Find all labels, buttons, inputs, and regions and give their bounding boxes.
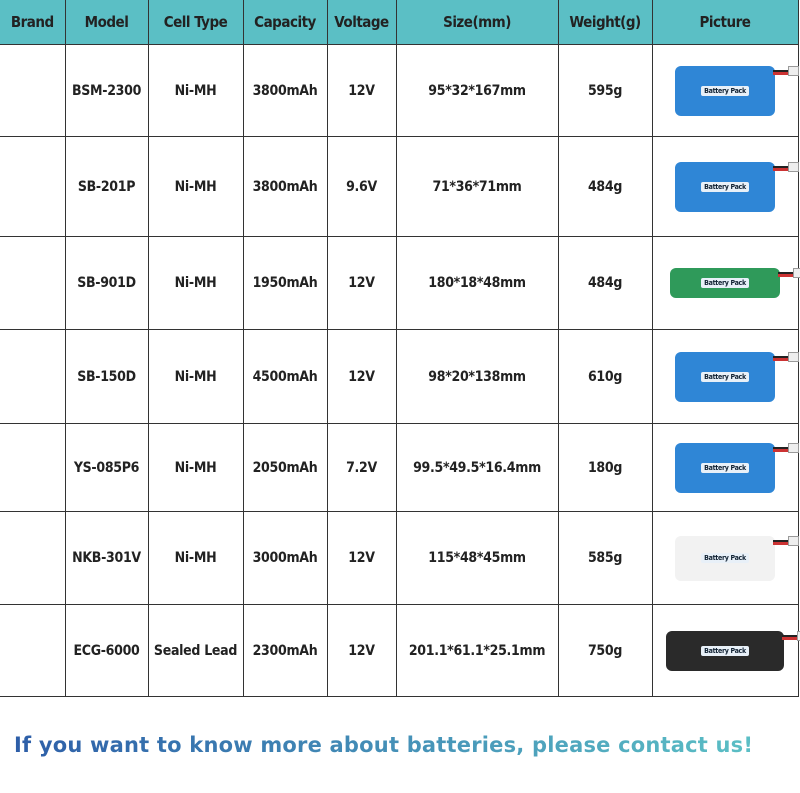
sealed-lead-battery-icon: Battery Pack xyxy=(666,630,800,671)
cell-model: BSM-2300 xyxy=(64,44,149,137)
cell-voltage: 7.2V xyxy=(326,423,397,512)
blue-battery-pack-icon: Battery Pack xyxy=(675,65,799,116)
battery-label: Battery Pack xyxy=(701,553,749,563)
column-header: Cell Type xyxy=(147,0,244,45)
cell-cell: Ni-MH xyxy=(147,329,244,424)
table-row: SB-901D Ni-MH 1950mAh 12V 180*18*48mm 484g Bat… xyxy=(0,236,800,330)
cell-picture: Battery Pack xyxy=(651,423,799,512)
blue-battery-pack-icon: Battery Pack xyxy=(675,442,799,493)
cell-capacity: 3800mAh xyxy=(242,44,328,137)
cell-model: NKB-301V xyxy=(64,511,149,605)
cell-cell: Ni-MH xyxy=(147,44,244,137)
blue-battery-pack-icon: Battery Pack xyxy=(675,351,799,402)
cell-voltage: 12V xyxy=(326,236,397,330)
table-row: SB-201P Ni-MH 3800mAh 9.6V 71*36*71mm 484g Bat… xyxy=(0,136,799,237)
table-row: SB-150D Ni-MH 4500mAh 12V 98*20*138mm 610g Bat… xyxy=(0,329,799,424)
cell-picture: Battery Pack xyxy=(651,511,799,605)
cell-capacity: 4500mAh xyxy=(242,329,328,424)
white-battery-pack-icon: Battery Pack xyxy=(675,535,799,581)
green-stick-battery-icon: Battery Pack xyxy=(670,268,800,298)
cell-brand xyxy=(0,511,66,605)
cell-brand xyxy=(0,136,66,237)
cell-capacity: 2050mAh xyxy=(242,423,328,512)
column-header: Brand xyxy=(0,0,66,45)
cell-voltage: 12V xyxy=(326,44,397,137)
header-row: Brand Model Cell Type Capacity Voltage Size(m… xyxy=(0,0,799,45)
cell-capacity: 3000mAh xyxy=(242,511,328,605)
cell-brand xyxy=(0,329,66,424)
cell-model: SB-150D xyxy=(64,329,149,424)
cell-cell: Ni-MH xyxy=(147,511,244,605)
table-row: NKB-301V Ni-MH 3000mAh 12V 115*48*45mm 585g Ba… xyxy=(0,511,799,605)
cell-voltage: 12V xyxy=(326,604,397,697)
cell-brand xyxy=(0,423,66,512)
cell-voltage: 9.6V xyxy=(326,136,397,237)
column-header: Picture xyxy=(651,0,799,45)
column-header: Model xyxy=(64,0,149,45)
battery-label: Battery Pack xyxy=(701,278,749,288)
table-row: YS-085P6 Ni-MH 2050mAh 7.2V 99.5*49.5*16.4mm… xyxy=(0,423,799,512)
cell-picture: Battery Pack xyxy=(651,329,799,424)
column-header: Weight(g) xyxy=(557,0,653,45)
cell-capacity: 2300mAh xyxy=(242,604,328,697)
cell-weight: 180g xyxy=(557,423,653,512)
column-header: Size(mm) xyxy=(395,0,559,45)
cell-size: 115*48*45mm xyxy=(395,511,559,605)
cell-cell: Ni-MH xyxy=(147,236,244,330)
cell-model: ECG-6000 xyxy=(64,604,149,697)
cell-picture: Battery Pack xyxy=(651,44,799,137)
cell-brand xyxy=(0,236,66,330)
battery-label: Battery Pack xyxy=(701,645,749,656)
battery-label: Battery Pack xyxy=(701,85,749,96)
cell-cell: Ni-MH xyxy=(147,136,244,237)
cell-weight: 610g xyxy=(557,329,653,424)
cell-brand xyxy=(0,604,66,697)
cell-model: SB-201P xyxy=(64,136,149,237)
blue-battery-pack-icon: Battery Pack xyxy=(675,161,799,212)
cell-size: 201.1*61.1*25.1mm xyxy=(395,604,559,697)
column-header: Capacity xyxy=(242,0,328,45)
cell-picture: Battery Pack xyxy=(651,604,800,697)
cell-model: SB-901D xyxy=(64,236,149,330)
cell-picture: Battery Pack xyxy=(651,136,799,237)
cell-weight: 595g xyxy=(557,44,653,137)
battery-label: Battery Pack xyxy=(701,462,749,473)
column-header: Voltage xyxy=(326,0,397,45)
cell-weight: 585g xyxy=(557,511,653,605)
battery-label: Battery Pack xyxy=(701,181,749,192)
table-row: BSM-2300 Ni-MH 3800mAh 12V 95*32*167mm 595g Ba… xyxy=(0,44,799,137)
cell-size: 71*36*71mm xyxy=(395,136,559,237)
cell-capacity: 3800mAh xyxy=(242,136,328,237)
cell-voltage: 12V xyxy=(326,511,397,605)
cell-size: 180*18*48mm xyxy=(395,236,559,330)
battery-label: Battery Pack xyxy=(701,371,749,382)
cell-capacity: 1950mAh xyxy=(242,236,328,330)
cell-weight: 484g xyxy=(557,236,653,330)
table-row: ECG-6000 Sealed Lead 2300mAh 12V 201.1*61.1*… xyxy=(0,604,800,697)
cell-cell: Sealed Lead xyxy=(147,604,244,697)
cell-weight: 750g xyxy=(557,604,653,697)
cell-size: 95*32*167mm xyxy=(395,44,559,137)
cell-model: YS-085P6 xyxy=(64,423,149,512)
cell-size: 98*20*138mm xyxy=(395,329,559,424)
cell-cell: Ni-MH xyxy=(147,423,244,512)
cell-voltage: 12V xyxy=(326,329,397,424)
cell-weight: 484g xyxy=(557,136,653,237)
cell-brand xyxy=(0,44,66,137)
cell-size: 99.5*49.5*16.4mm xyxy=(395,423,559,512)
contact-banner: If you want to know more about batteries… xyxy=(14,733,754,757)
cell-picture: Battery Pack xyxy=(651,236,800,330)
battery-spec-table: Brand Model Cell Type Capacity Voltage Size(m… xyxy=(0,0,800,697)
